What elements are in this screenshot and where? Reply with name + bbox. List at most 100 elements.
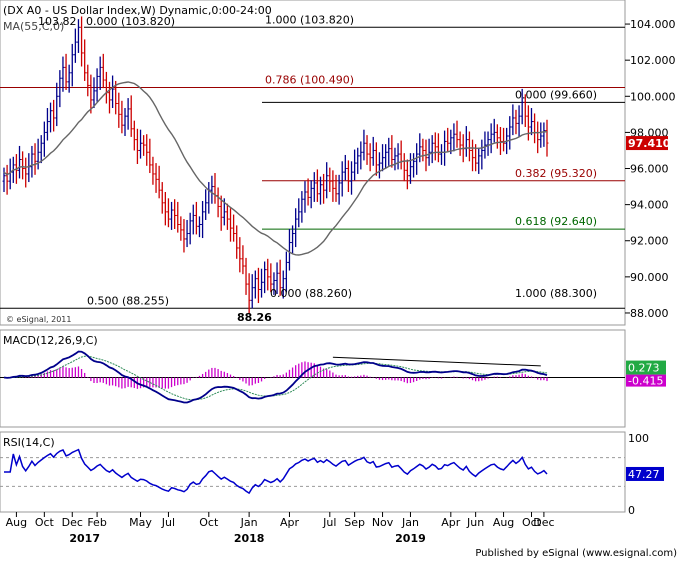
price-bar: [300, 191, 304, 223]
price-bar: [225, 203, 229, 230]
price-bar: [210, 175, 214, 204]
price-bar: [194, 201, 198, 235]
price-bar: [201, 201, 205, 239]
price-bar: [191, 204, 195, 235]
price-bar: [337, 174, 341, 205]
price-bar: [511, 104, 515, 136]
price-bar: [368, 143, 372, 172]
price-bar: [275, 262, 279, 295]
price-bar: [269, 263, 273, 293]
price-bar: [322, 173, 326, 204]
chart-title: (DX A0 - US Dollar Index,W) Dynamic,0:00…: [3, 4, 272, 17]
price-bar: [489, 123, 493, 154]
price-bar: [514, 109, 518, 135]
price-bar: [343, 154, 347, 181]
macd-line: [3, 350, 548, 404]
price-bar: [508, 116, 512, 150]
price-bar: [247, 273, 251, 314]
price-bar: [312, 172, 316, 202]
price-bar: [70, 43, 74, 87]
price-bar: [179, 216, 183, 241]
price-bar: [73, 28, 77, 63]
publisher-text: Published by eSignal (www.esignal.com): [475, 548, 677, 559]
price-bar: [346, 160, 350, 192]
price-tick-label: 92.000: [630, 235, 669, 248]
price-tick-label: 104.000: [630, 18, 676, 31]
price-bar: [359, 141, 363, 170]
price-bar: [49, 102, 53, 133]
price-bar: [5, 164, 9, 195]
price-bar: [250, 274, 254, 309]
ma-label: MA(55,C,0): [3, 20, 64, 33]
price-bar: [33, 143, 37, 175]
price-bar: [353, 149, 357, 181]
month-label: May: [129, 516, 152, 529]
price-bar: [238, 237, 242, 273]
price-bar: [111, 75, 115, 109]
price-bar: [80, 16, 84, 67]
price-bar: [52, 99, 56, 132]
rsi-tick-label: 100: [628, 432, 649, 445]
price-bar: [148, 138, 152, 174]
price-bar: [526, 105, 530, 141]
price-bar: [449, 129, 453, 155]
price-bar: [253, 270, 257, 299]
price-bar: [362, 129, 366, 161]
fib-1000-high-label: 1.000 (103.820): [265, 13, 354, 26]
price-bar: [61, 56, 65, 92]
rsi-layer: [0, 448, 625, 495]
macd-trendline: [332, 356, 541, 367]
price-bar: [396, 143, 400, 170]
price-bar: [18, 145, 22, 179]
price-bar: [418, 133, 422, 163]
price-bar: [188, 212, 192, 245]
price-bar: [229, 208, 233, 242]
price-bar: [157, 165, 161, 199]
price-bar: [36, 138, 40, 170]
fib-0786-label: 0.786 (100.490): [265, 73, 354, 86]
price-bar: [55, 82, 59, 127]
macd-value-tag: [626, 360, 666, 375]
month-label: Apr: [280, 516, 300, 529]
high-price-label: 103.82: [38, 15, 77, 28]
price-bar: [123, 108, 127, 137]
price-bar: [281, 270, 285, 299]
price-tick-label: 90.000: [630, 271, 669, 284]
price-tick-label: 96.000: [630, 163, 669, 176]
price-bar: [107, 81, 111, 114]
price-bar: [173, 199, 177, 230]
fib-0382-label: 0.382 (95.320): [515, 167, 597, 180]
price-bar: [306, 178, 310, 206]
price-tick-label: 94.000: [630, 199, 669, 212]
price-bar: [309, 180, 313, 209]
price-bar: [114, 80, 118, 115]
price-bar: [176, 201, 180, 233]
price-bar: [315, 169, 319, 202]
price-bar: [182, 219, 186, 253]
price-bar: [529, 108, 533, 136]
price-bar: [139, 129, 143, 159]
price-bar: [132, 120, 136, 151]
price-bar: [244, 257, 248, 295]
price-bar: [340, 161, 344, 197]
macd-label: MACD(12,26,9,C): [3, 334, 98, 347]
month-label: Dec: [533, 516, 554, 529]
last-price-label: 97.410: [628, 137, 671, 150]
price-bar: [492, 118, 496, 143]
price-bar: [390, 135, 394, 168]
macd-value-label: 0.273: [628, 362, 660, 375]
price-bar: [523, 94, 527, 127]
price-bar: [433, 132, 437, 161]
price-bar: [263, 261, 267, 294]
price-bar: [542, 122, 546, 147]
price-bar: [477, 147, 481, 174]
price-bar: [483, 131, 487, 159]
price-bar: [24, 157, 28, 188]
macd-signal-tag: [626, 374, 666, 387]
price-bar: [170, 201, 174, 230]
price-bar: [129, 95, 133, 137]
price-bar: [539, 122, 543, 148]
price-bar: [458, 131, 462, 156]
price-bar: [241, 245, 245, 275]
